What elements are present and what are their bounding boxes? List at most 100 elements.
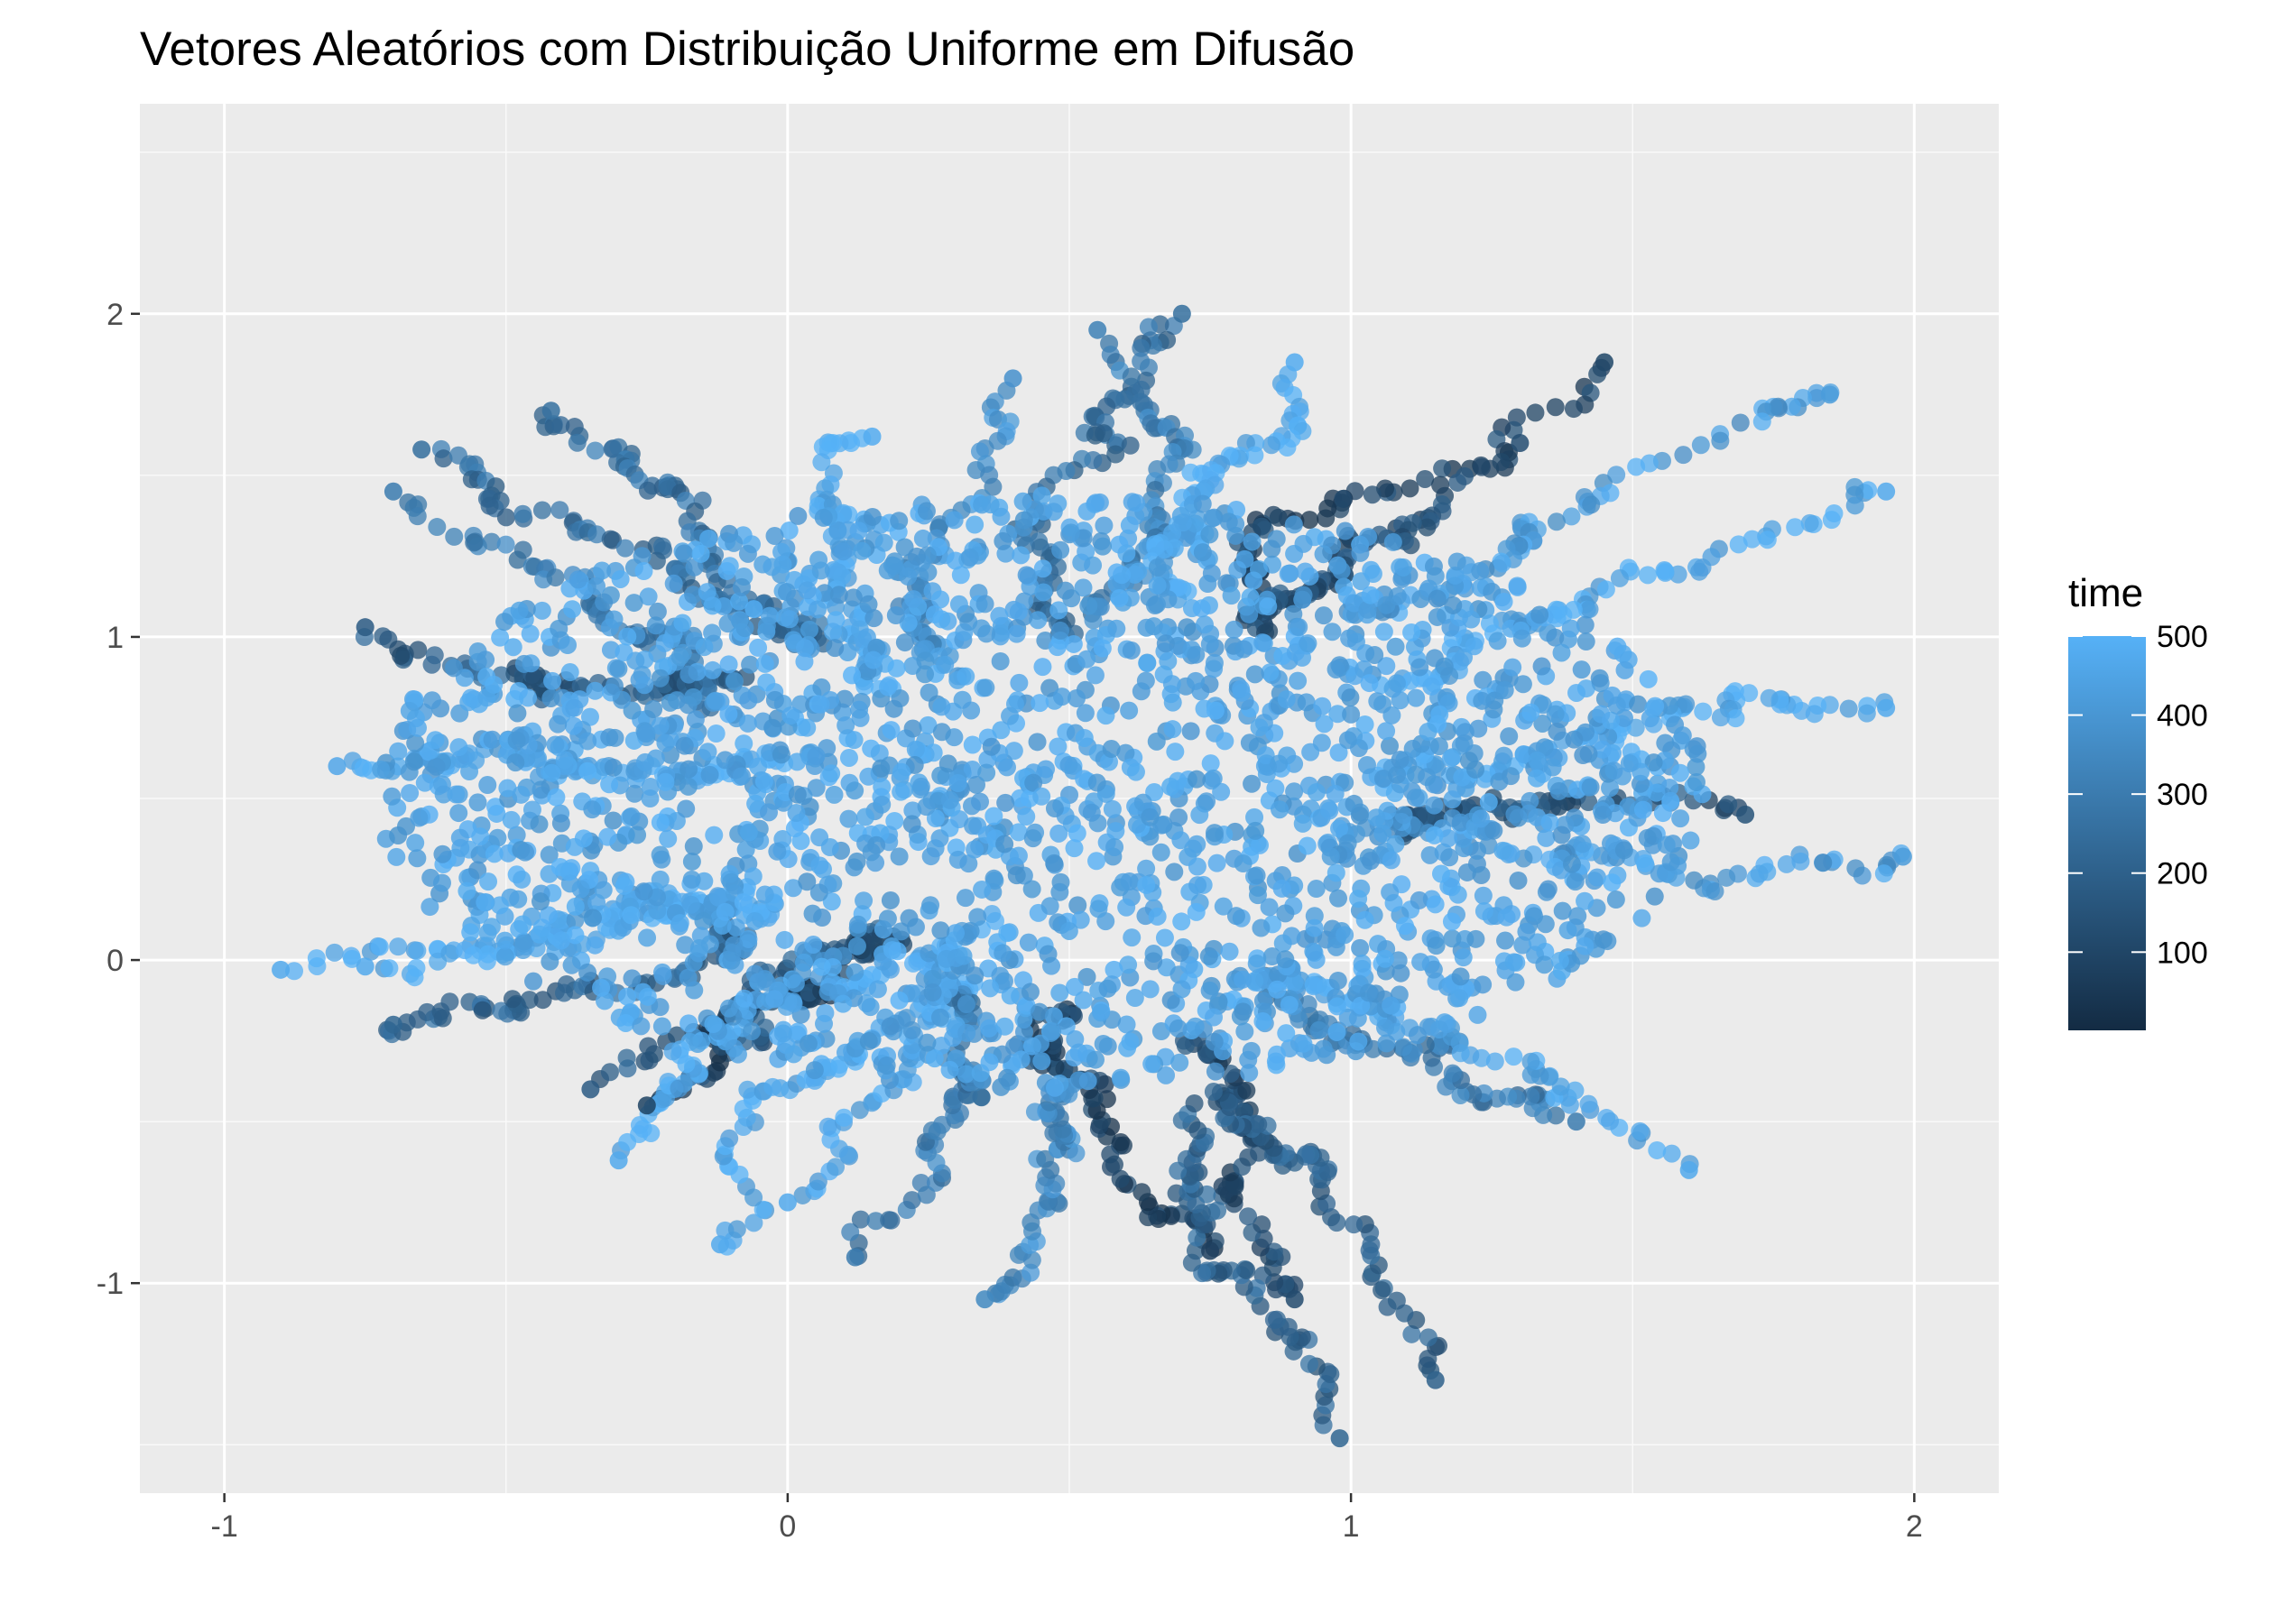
data-point bbox=[814, 508, 833, 527]
data-point bbox=[638, 928, 657, 947]
data-point bbox=[408, 849, 427, 868]
data-point bbox=[1049, 737, 1068, 756]
data-point bbox=[401, 783, 420, 802]
data-point bbox=[604, 811, 623, 830]
data-point bbox=[1394, 806, 1413, 825]
data-point bbox=[451, 838, 470, 857]
data-point bbox=[755, 654, 774, 673]
data-point bbox=[753, 1200, 772, 1219]
data-point bbox=[682, 852, 701, 871]
data-point bbox=[1234, 1002, 1253, 1021]
data-point bbox=[1373, 824, 1392, 843]
data-point bbox=[1845, 496, 1864, 515]
data-point bbox=[1633, 800, 1652, 819]
data-point bbox=[1322, 1208, 1341, 1227]
data-point bbox=[578, 761, 597, 780]
data-point bbox=[1309, 1020, 1328, 1039]
data-point bbox=[1525, 907, 1544, 926]
data-point bbox=[1670, 763, 1689, 782]
data-point bbox=[918, 1033, 937, 1052]
data-point bbox=[615, 539, 634, 558]
data-point bbox=[846, 963, 864, 982]
data-point bbox=[1506, 973, 1525, 992]
data-point bbox=[1846, 859, 1865, 878]
data-point bbox=[1129, 562, 1148, 581]
data-point bbox=[549, 715, 568, 734]
data-point bbox=[1359, 983, 1378, 1002]
data-point bbox=[739, 691, 758, 710]
legend-break-label: 200 bbox=[2157, 857, 2208, 891]
data-point bbox=[1632, 909, 1651, 927]
data-point bbox=[485, 844, 504, 863]
data-point bbox=[805, 1061, 824, 1080]
data-point bbox=[1171, 506, 1190, 525]
data-point bbox=[825, 785, 844, 804]
data-point bbox=[1546, 705, 1565, 724]
data-point bbox=[1007, 624, 1026, 643]
data-point bbox=[1422, 677, 1441, 696]
data-point bbox=[1117, 898, 1136, 917]
data-point bbox=[427, 757, 446, 776]
data-point bbox=[581, 1080, 600, 1099]
data-point bbox=[644, 699, 663, 718]
data-point bbox=[884, 699, 903, 718]
data-point bbox=[1512, 629, 1531, 648]
data-point bbox=[1442, 912, 1461, 931]
data-point bbox=[960, 548, 979, 567]
data-point bbox=[984, 477, 1003, 496]
data-point bbox=[1234, 640, 1253, 659]
data-point bbox=[587, 525, 606, 544]
data-point bbox=[1549, 781, 1568, 800]
data-point bbox=[383, 787, 402, 806]
data-point bbox=[995, 835, 1014, 854]
data-point bbox=[807, 746, 826, 765]
data-point bbox=[1729, 535, 1748, 554]
data-point bbox=[1596, 580, 1615, 599]
data-point bbox=[1234, 854, 1253, 873]
data-point bbox=[1039, 945, 1058, 964]
data-point bbox=[1508, 577, 1527, 595]
data-point bbox=[562, 955, 581, 974]
data-point bbox=[1243, 774, 1262, 793]
y-tick-label: -1 bbox=[97, 1267, 124, 1301]
data-point bbox=[1426, 895, 1445, 914]
data-point bbox=[1681, 831, 1700, 850]
y-tick-label: 0 bbox=[106, 944, 124, 978]
data-point bbox=[632, 1017, 651, 1036]
data-point bbox=[1012, 546, 1031, 565]
data-point bbox=[1232, 679, 1251, 698]
data-point bbox=[1171, 831, 1190, 850]
data-point bbox=[1373, 1280, 1391, 1299]
data-point bbox=[1448, 473, 1467, 492]
data-point bbox=[503, 990, 522, 1009]
data-point bbox=[1313, 697, 1332, 715]
data-point bbox=[795, 639, 814, 658]
data-point bbox=[541, 401, 560, 420]
data-point bbox=[664, 574, 683, 593]
data-point bbox=[719, 999, 738, 1018]
data-point bbox=[1420, 845, 1439, 864]
data-point bbox=[722, 951, 741, 970]
data-point bbox=[1497, 908, 1516, 927]
data-point bbox=[1148, 907, 1167, 926]
data-point bbox=[1517, 922, 1536, 941]
data-point bbox=[1315, 715, 1334, 734]
data-point bbox=[1204, 1083, 1223, 1102]
data-point bbox=[406, 734, 425, 752]
data-point bbox=[1086, 494, 1105, 512]
data-point bbox=[834, 994, 853, 1013]
data-point bbox=[1472, 457, 1491, 476]
data-point bbox=[1562, 507, 1581, 526]
data-point bbox=[1607, 466, 1626, 484]
data-point bbox=[1377, 595, 1396, 614]
data-point bbox=[863, 427, 882, 446]
data-point bbox=[1166, 743, 1185, 761]
data-point bbox=[1088, 320, 1107, 339]
data-point bbox=[1629, 695, 1648, 714]
data-point bbox=[798, 718, 817, 737]
data-point bbox=[1406, 789, 1425, 807]
data-point bbox=[1472, 809, 1491, 828]
data-point bbox=[679, 777, 698, 796]
data-point bbox=[387, 847, 406, 866]
data-point bbox=[1139, 318, 1158, 337]
